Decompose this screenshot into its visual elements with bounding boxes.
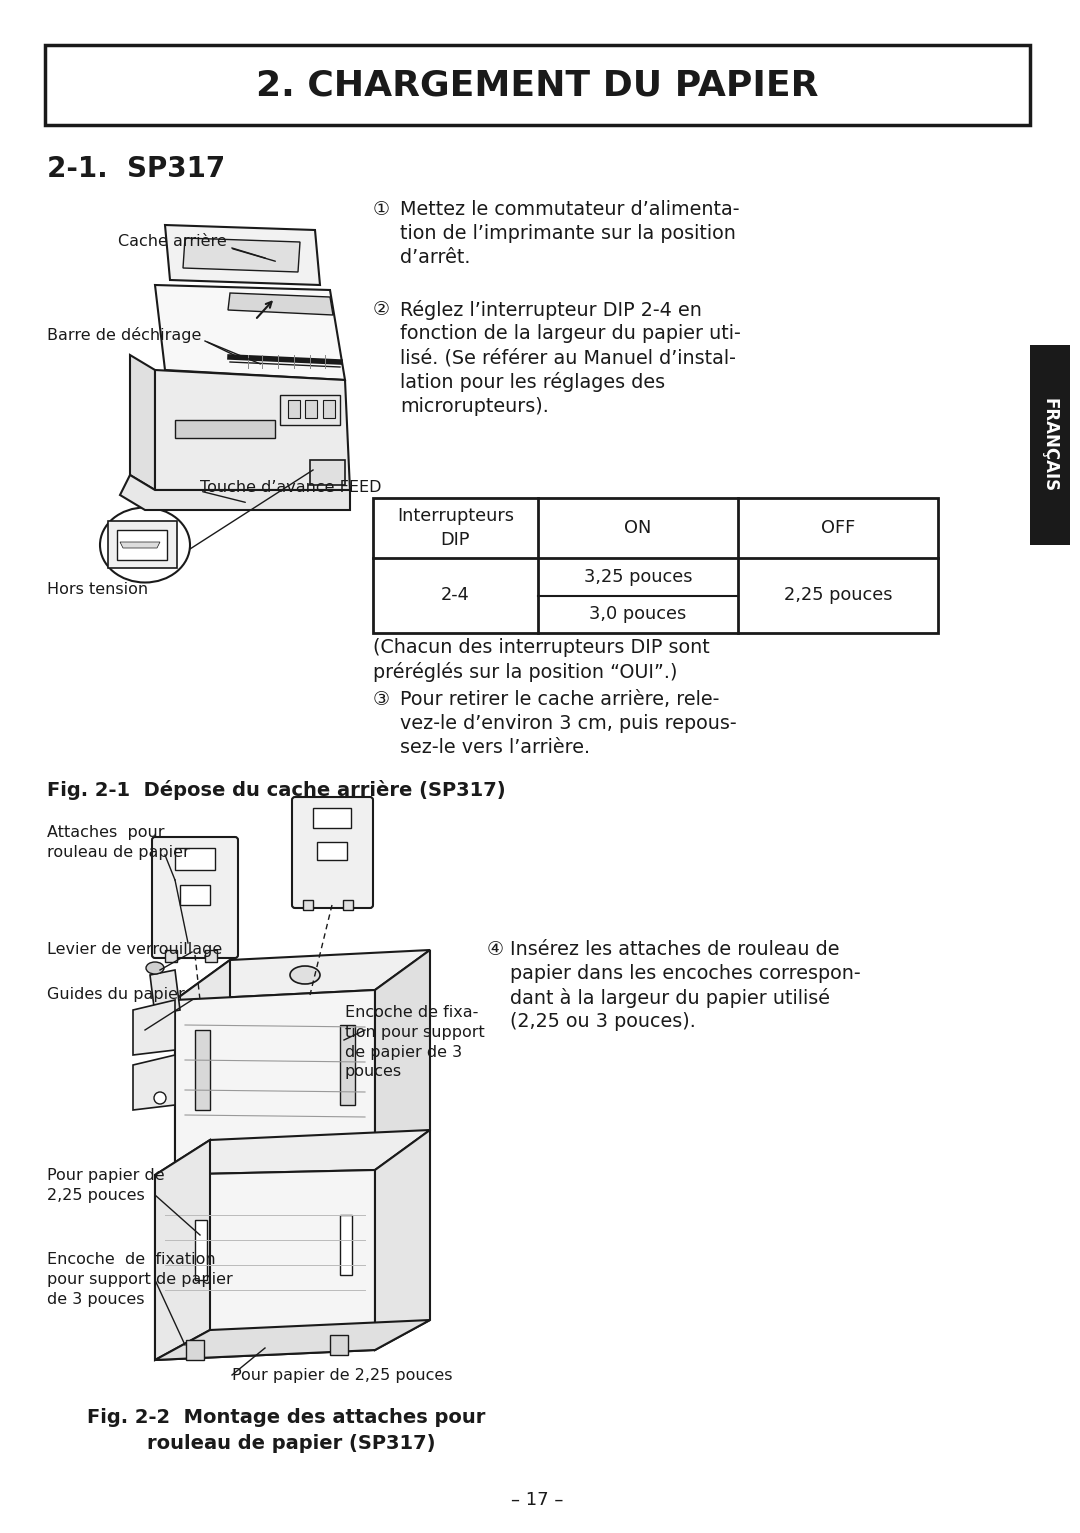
Bar	[343, 900, 353, 911]
Bar	[340, 1216, 352, 1275]
FancyBboxPatch shape	[292, 797, 373, 908]
Polygon shape	[130, 356, 156, 491]
Bar	[373, 498, 939, 633]
Text: Pour papier de 2,25 pouces: Pour papier de 2,25 pouces	[232, 1367, 453, 1383]
Bar	[205, 950, 217, 963]
Bar	[180, 885, 210, 904]
Text: 3,0 pouces: 3,0 pouces	[590, 606, 687, 624]
Bar	[186, 1340, 204, 1360]
Text: Hors tension: Hors tension	[48, 583, 148, 598]
Text: Réglez l’interrupteur DIP 2-4 en: Réglez l’interrupteur DIP 2-4 en	[400, 300, 702, 320]
FancyBboxPatch shape	[108, 521, 177, 569]
Polygon shape	[120, 475, 350, 510]
Polygon shape	[375, 950, 430, 1174]
Text: Cache arrière: Cache arrière	[118, 235, 227, 250]
Text: ON: ON	[624, 520, 651, 537]
Bar	[280, 396, 340, 425]
Text: Attaches  pour
rouleau de papier: Attaches pour rouleau de papier	[48, 825, 190, 860]
Text: ④: ④	[487, 940, 504, 960]
Polygon shape	[165, 225, 320, 285]
Text: 3,25 pouces: 3,25 pouces	[584, 567, 692, 586]
Bar	[1030, 345, 1070, 546]
Bar	[303, 900, 313, 911]
Polygon shape	[156, 1141, 210, 1360]
Text: ①: ①	[373, 199, 390, 219]
Circle shape	[154, 1091, 166, 1104]
Polygon shape	[120, 543, 160, 547]
Text: 2,25 pouces: 2,25 pouces	[784, 587, 892, 604]
Text: FRANÇAIS: FRANÇAIS	[1041, 399, 1059, 492]
Ellipse shape	[291, 966, 320, 984]
Text: ③: ③	[373, 690, 390, 708]
Bar	[175, 420, 275, 438]
Text: Insérez les attaches de rouleau de: Insérez les attaches de rouleau de	[510, 940, 839, 960]
Text: Fig. 2-2  Montage des attaches pour: Fig. 2-2 Montage des attaches pour	[87, 1407, 485, 1427]
Polygon shape	[156, 1320, 430, 1360]
Text: lisé. (Se référer au Manuel d’instal-: lisé. (Se référer au Manuel d’instal-	[400, 348, 735, 368]
Bar	[318, 842, 347, 860]
Text: fonction de la largeur du papier uti-: fonction de la largeur du papier uti-	[400, 323, 741, 343]
Polygon shape	[228, 293, 333, 314]
Polygon shape	[183, 238, 300, 271]
Text: tion de l’imprimante sur la position: tion de l’imprimante sur la position	[400, 224, 735, 244]
Text: préréglés sur la position “OUI”.): préréglés sur la position “OUI”.)	[373, 662, 677, 682]
Text: Encoche de fixa-
tion pour support
de papier de 3
pouces: Encoche de fixa- tion pour support de pa…	[345, 1006, 485, 1079]
Text: microrupteurs).: microrupteurs).	[400, 397, 549, 415]
Text: 2-1.  SP317: 2-1. SP317	[48, 155, 226, 182]
Polygon shape	[175, 950, 430, 1000]
Bar	[195, 1220, 207, 1280]
Text: Mettez le commutateur d’alimenta-: Mettez le commutateur d’alimenta-	[400, 199, 740, 219]
Polygon shape	[375, 1130, 430, 1351]
Text: Pour papier de
2,25 pouces: Pour papier de 2,25 pouces	[48, 1168, 164, 1203]
Polygon shape	[150, 970, 180, 1015]
Text: (2,25 ou 3 pouces).: (2,25 ou 3 pouces).	[510, 1012, 696, 1032]
Text: Encoche  de  fixation
pour support de papier
de 3 pouces: Encoche de fixation pour support de papi…	[48, 1252, 233, 1306]
Polygon shape	[156, 369, 350, 491]
Polygon shape	[156, 1130, 430, 1174]
Bar	[310, 460, 345, 484]
Polygon shape	[175, 990, 375, 1180]
Bar	[165, 950, 177, 963]
Bar	[330, 1335, 348, 1355]
Text: Pour retirer le cache arrière, rele-: Pour retirer le cache arrière, rele-	[400, 690, 719, 708]
Bar	[340, 1026, 355, 1105]
Text: – 17 –: – 17 –	[511, 1492, 563, 1508]
FancyBboxPatch shape	[152, 837, 238, 958]
Polygon shape	[156, 1170, 375, 1360]
Text: 2-4: 2-4	[441, 587, 470, 604]
Bar	[288, 400, 300, 419]
Ellipse shape	[100, 507, 190, 583]
Text: d’arrêt.: d’arrêt.	[400, 248, 471, 267]
FancyBboxPatch shape	[117, 530, 167, 560]
Text: Barre de déchirage: Barre de déchirage	[48, 327, 201, 343]
Bar	[195, 1030, 210, 1110]
Bar	[305, 400, 318, 419]
Text: Touche d’avance FEED: Touche d’avance FEED	[200, 480, 381, 495]
Text: ②: ②	[373, 300, 390, 319]
Text: lation pour les réglages des: lation pour les réglages des	[400, 373, 665, 392]
Polygon shape	[133, 1055, 175, 1110]
Polygon shape	[133, 1000, 175, 1055]
Text: 2. CHARGEMENT DU PAPIER: 2. CHARGEMENT DU PAPIER	[256, 67, 819, 103]
Text: rouleau de papier (SP317): rouleau de papier (SP317)	[147, 1435, 435, 1453]
Bar	[45, 44, 1030, 126]
Bar	[175, 848, 215, 871]
Text: dant à la largeur du papier utilisé: dant à la largeur du papier utilisé	[510, 989, 831, 1009]
Text: vez-le d’environ 3 cm, puis repous-: vez-le d’environ 3 cm, puis repous-	[400, 714, 737, 733]
Bar	[313, 808, 351, 828]
Text: papier dans les encoches correspon-: papier dans les encoches correspon-	[510, 964, 861, 983]
Polygon shape	[156, 285, 345, 380]
Polygon shape	[175, 960, 230, 1180]
Text: Fig. 2-1  Dépose du cache arrière (SP317): Fig. 2-1 Dépose du cache arrière (SP317)	[48, 780, 505, 800]
Text: OFF: OFF	[821, 520, 855, 537]
Text: (Chacun des interrupteurs DIP sont: (Chacun des interrupteurs DIP sont	[373, 638, 710, 658]
Ellipse shape	[146, 963, 164, 973]
Text: sez-le vers l’arrière.: sez-le vers l’arrière.	[400, 739, 590, 757]
Text: Interrupteurs
DIP: Interrupteurs DIP	[397, 507, 514, 549]
Text: Levier de verrouillage: Levier de verrouillage	[48, 941, 222, 957]
Text: Guides du papier: Guides du papier	[48, 987, 185, 1003]
Bar	[323, 400, 335, 419]
